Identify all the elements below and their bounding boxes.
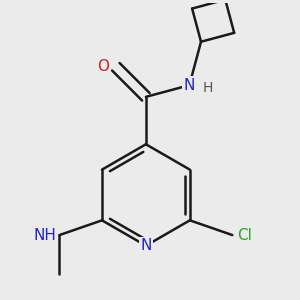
Text: N: N <box>184 78 195 93</box>
Text: O: O <box>97 59 109 74</box>
Text: NH: NH <box>33 228 56 243</box>
Text: Cl: Cl <box>237 228 252 243</box>
Text: H: H <box>203 82 213 95</box>
Text: N: N <box>140 238 152 253</box>
